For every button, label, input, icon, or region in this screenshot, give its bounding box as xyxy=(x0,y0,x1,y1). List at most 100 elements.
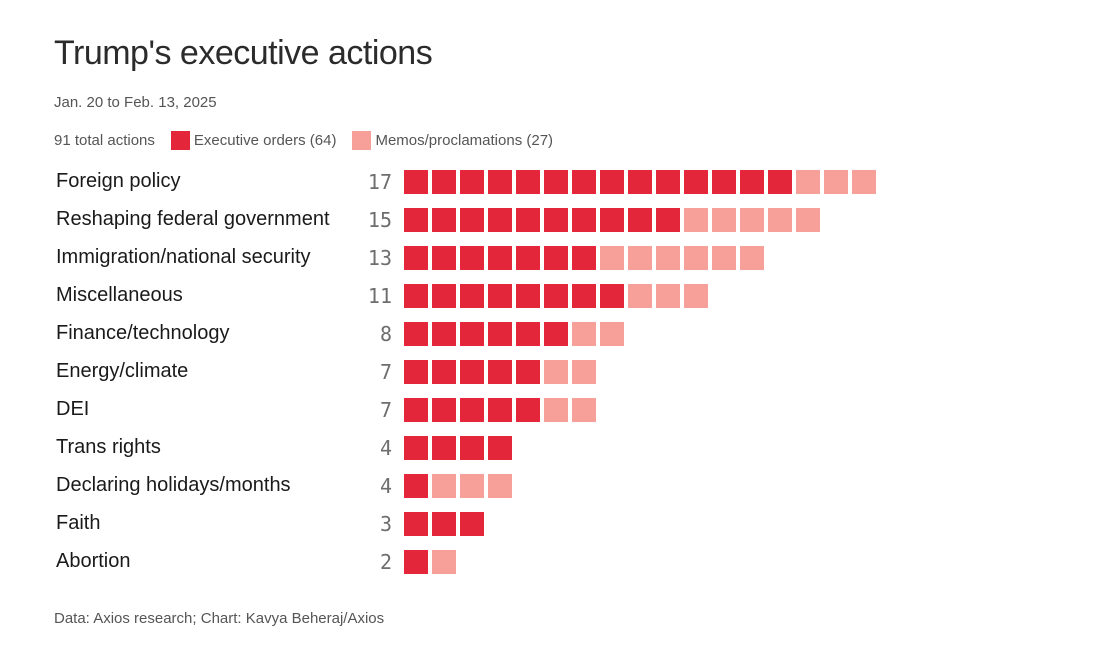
executive-order-square xyxy=(460,360,484,384)
executive-order-square xyxy=(712,170,736,194)
executive-order-square xyxy=(460,436,484,460)
executive-order-square xyxy=(488,208,512,232)
executive-order-square xyxy=(432,322,456,346)
category-label: Trans rights xyxy=(56,436,161,458)
executive-order-square xyxy=(432,284,456,308)
executive-order-square xyxy=(572,208,596,232)
executive-order-square xyxy=(460,398,484,422)
category-total: 11 xyxy=(367,284,392,308)
memo-proclamation-square xyxy=(712,246,736,270)
executive-order-square xyxy=(656,170,680,194)
executive-order-square xyxy=(404,474,428,498)
memo-proclamation-square xyxy=(796,170,820,194)
memo-proclamation-square xyxy=(684,208,708,232)
category-total: 8 xyxy=(379,322,392,346)
category-label: Reshaping federal government xyxy=(56,208,330,230)
executive-order-square xyxy=(404,512,428,536)
executive-order-square xyxy=(460,246,484,270)
executive-order-square xyxy=(460,322,484,346)
memo-proclamation-square xyxy=(740,208,764,232)
executive-order-square xyxy=(404,322,428,346)
executive-order-square xyxy=(544,284,568,308)
memo-proclamation-square xyxy=(768,208,792,232)
executive-order-square xyxy=(488,246,512,270)
executive-order-square xyxy=(516,170,540,194)
executive-order-square xyxy=(404,436,428,460)
category-label: Declaring holidays/months xyxy=(56,474,291,496)
executive-order-square xyxy=(600,284,624,308)
category-total: 13 xyxy=(367,246,392,270)
category-label: Abortion xyxy=(56,550,131,572)
executive-order-square xyxy=(740,170,764,194)
category-total: 3 xyxy=(379,512,392,536)
category-total: 4 xyxy=(379,436,392,460)
executive-order-square xyxy=(404,360,428,384)
executive-order-square xyxy=(488,398,512,422)
legend-swatch-orders xyxy=(170,131,190,150)
executive-order-square xyxy=(432,246,456,270)
memo-proclamation-square xyxy=(488,474,512,498)
executive-order-square xyxy=(488,322,512,346)
executive-order-square xyxy=(404,170,428,194)
legend-label-memos: Memos/proclamations (27) xyxy=(375,132,554,149)
executive-order-square xyxy=(768,170,792,194)
memo-proclamation-square xyxy=(656,284,680,308)
executive-order-square xyxy=(488,436,512,460)
executive-order-square xyxy=(432,398,456,422)
executive-order-square xyxy=(432,436,456,460)
memo-proclamation-square xyxy=(544,360,568,384)
executive-order-square xyxy=(404,550,428,574)
category-total: 17 xyxy=(367,170,392,194)
executive-order-square xyxy=(516,246,540,270)
executive-order-square xyxy=(684,170,708,194)
executive-order-square xyxy=(628,170,652,194)
category-total: 4 xyxy=(379,474,392,498)
memo-proclamation-square xyxy=(600,246,624,270)
executive-order-square xyxy=(516,398,540,422)
memo-proclamation-square xyxy=(572,360,596,384)
legend-label-orders: Executive orders (64) xyxy=(193,132,337,149)
legend-swatch-memos xyxy=(352,131,372,150)
executive-order-square xyxy=(572,284,596,308)
executive-order-square xyxy=(516,284,540,308)
category-total: 15 xyxy=(367,208,392,232)
category-label: DEI xyxy=(56,398,90,420)
memo-proclamation-square xyxy=(628,246,652,270)
category-label: Faith xyxy=(56,512,101,534)
executive-order-square xyxy=(628,208,652,232)
legend: 91 total actions Executive orders (64) M… xyxy=(54,131,553,150)
memo-proclamation-square xyxy=(712,208,736,232)
executive-order-square xyxy=(432,170,456,194)
category-label: Foreign policy xyxy=(56,170,181,192)
executive-order-square xyxy=(488,284,512,308)
executive-order-square xyxy=(544,246,568,270)
chart-title: Trump's executive actions xyxy=(54,34,433,72)
memo-proclamation-square xyxy=(544,398,568,422)
memo-proclamation-square xyxy=(572,322,596,346)
category-total: 7 xyxy=(379,398,392,422)
legend-item-memos: Memos/proclamations (27) xyxy=(352,131,553,150)
executive-order-square xyxy=(404,398,428,422)
executive-order-square xyxy=(600,208,624,232)
executive-order-square xyxy=(516,208,540,232)
memo-proclamation-square xyxy=(460,474,484,498)
executive-order-square xyxy=(460,170,484,194)
executive-order-square xyxy=(600,170,624,194)
executive-order-square xyxy=(432,208,456,232)
executive-order-square xyxy=(516,322,540,346)
memo-proclamation-square xyxy=(824,170,848,194)
executive-order-square xyxy=(432,360,456,384)
memo-proclamation-square xyxy=(572,398,596,422)
legend-total: 91 total actions xyxy=(54,132,155,149)
executive-order-square xyxy=(488,170,512,194)
executive-order-square xyxy=(572,246,596,270)
memo-proclamation-square xyxy=(740,246,764,270)
category-total: 2 xyxy=(379,550,392,574)
memo-proclamation-square xyxy=(628,284,652,308)
category-label: Finance/technology xyxy=(56,322,230,344)
executive-order-square xyxy=(544,322,568,346)
memo-proclamation-square xyxy=(656,246,680,270)
memo-proclamation-square xyxy=(684,284,708,308)
category-label: Energy/climate xyxy=(56,360,189,382)
category-label: Miscellaneous xyxy=(56,284,183,306)
